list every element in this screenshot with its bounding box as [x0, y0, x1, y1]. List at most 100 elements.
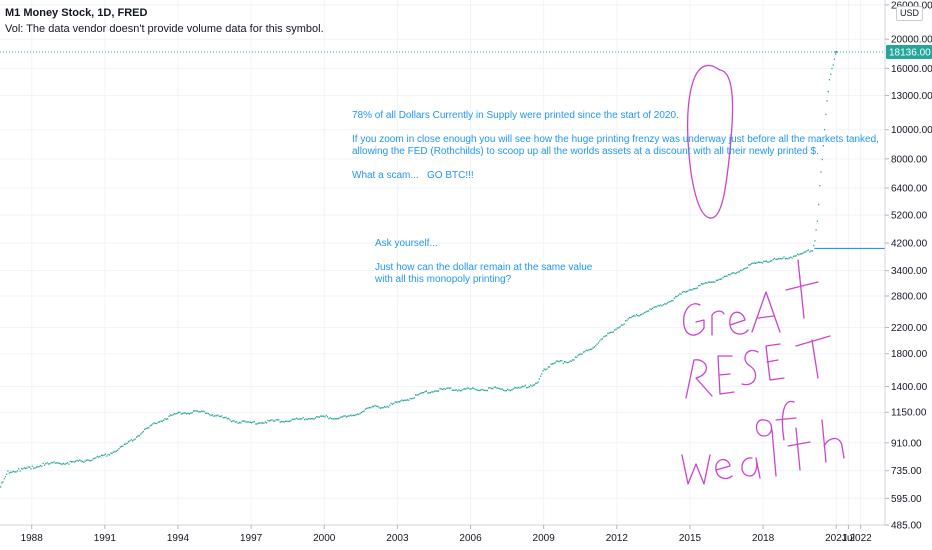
series-point	[465, 388, 467, 390]
series-point	[373, 405, 375, 408]
drawn-letter-f	[775, 400, 797, 441]
series-point	[526, 387, 528, 389]
series-point	[221, 415, 223, 417]
series-point	[282, 420, 284, 423]
y-tick-label: 13000.00	[891, 91, 932, 102]
series-point	[685, 290, 688, 293]
series-point	[486, 389, 488, 392]
series-point	[95, 456, 97, 459]
series-point	[186, 413, 188, 415]
series-point	[601, 338, 604, 340]
series-point	[591, 348, 593, 350]
series-point	[45, 463, 47, 465]
series-point	[256, 423, 258, 425]
series-point	[656, 306, 658, 308]
drawn-letter-e	[729, 311, 749, 335]
series-point	[649, 308, 651, 310]
series-point	[94, 457, 96, 460]
series-point	[545, 368, 547, 371]
series-point	[209, 413, 211, 416]
series-point	[512, 388, 514, 390]
series-point	[335, 418, 337, 420]
series-point	[833, 58, 835, 60]
series-point	[259, 422, 261, 424]
series-point	[370, 407, 372, 409]
series-point	[69, 460, 71, 463]
series-point	[406, 399, 409, 401]
series-point	[318, 416, 320, 418]
series-point	[196, 410, 199, 412]
series-point	[596, 343, 598, 345]
series-point	[730, 273, 732, 275]
series-point	[49, 463, 51, 465]
series-point	[22, 468, 24, 470]
series-point	[68, 463, 70, 465]
series-point	[205, 412, 207, 414]
series-point	[826, 100, 828, 102]
series-point	[274, 420, 276, 422]
series-point	[692, 288, 694, 290]
series-point	[687, 290, 689, 292]
series-point	[580, 353, 582, 355]
series-point	[454, 389, 456, 391]
series-point	[805, 251, 807, 253]
series-point	[2, 481, 4, 483]
series-point	[694, 288, 696, 290]
series-point	[695, 287, 697, 290]
series-point	[148, 427, 150, 429]
series-point	[111, 452, 113, 454]
series-point	[615, 328, 617, 331]
series-point	[405, 399, 407, 401]
y-tick-label: 3400.00	[891, 266, 928, 277]
series-point	[409, 397, 411, 400]
series-point	[794, 255, 796, 257]
series-point	[537, 381, 539, 383]
annotation-note-printing[interactable]: 78% of all Dollars Currently in Supply w…	[352, 110, 879, 181]
series-point	[12, 470, 14, 473]
series-point	[240, 422, 242, 424]
series-point	[351, 415, 353, 417]
series-point	[76, 459, 78, 462]
series-point	[146, 427, 148, 429]
currency-button[interactable]: USD	[896, 6, 923, 21]
series-point	[252, 421, 254, 423]
series-point	[745, 267, 747, 269]
y-tick-label: 735.00	[891, 466, 922, 477]
series-point	[572, 359, 574, 361]
series-point	[484, 389, 486, 392]
series-point	[583, 351, 585, 353]
series-point	[493, 386, 495, 388]
series-point	[717, 279, 719, 282]
series-point	[664, 303, 666, 305]
series-point	[343, 415, 345, 417]
series-point	[71, 461, 73, 463]
series-point	[652, 307, 654, 310]
annotation-note-ask-yourself[interactable]: Ask yourself... Just how can the dollar …	[375, 238, 593, 285]
series-point	[443, 388, 445, 390]
series-point	[684, 291, 686, 293]
series-point	[505, 389, 507, 392]
series-point	[729, 274, 731, 276]
series-point	[718, 278, 720, 281]
series-point	[369, 406, 371, 409]
series-point	[782, 257, 784, 260]
series-point	[554, 362, 556, 364]
series-point	[16, 470, 18, 472]
series-point	[413, 397, 415, 399]
series-point	[820, 171, 822, 173]
series-point	[130, 439, 132, 441]
y-tick-label: 26000.00	[891, 0, 932, 11]
series-point	[624, 320, 627, 322]
series-point	[355, 414, 357, 416]
series-point	[641, 313, 643, 316]
series-point	[773, 257, 776, 260]
series-point	[291, 418, 293, 420]
series-point	[206, 412, 208, 414]
series-point	[192, 410, 195, 412]
x-tick-label: 1988	[21, 533, 44, 544]
x-axis[interactable]: 1988 1991 1994 1997 2000 2003 2006 2009 2012 2015…	[0, 524, 885, 544]
series-point	[173, 413, 176, 415]
drawn-letter-A	[751, 291, 781, 333]
y-axis[interactable]: 485.00 595.00 735.00 910.00 1150.00 1400.00 18…	[884, 0, 932, 532]
